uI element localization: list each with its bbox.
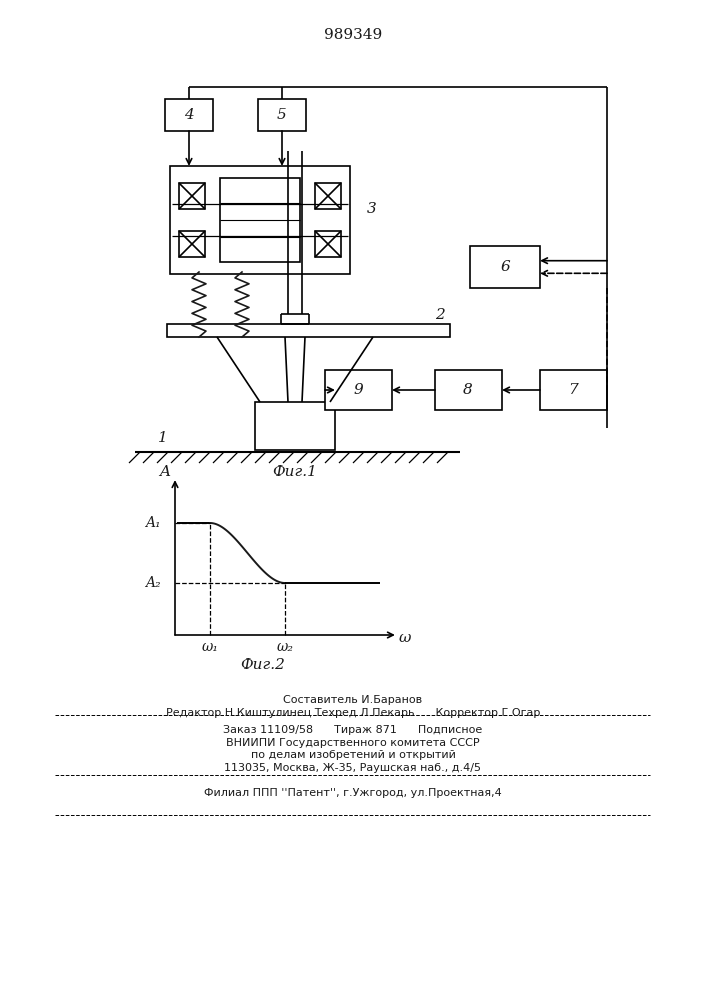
Text: Фиг.2: Фиг.2 xyxy=(240,658,286,672)
Text: 1: 1 xyxy=(158,431,168,445)
Text: ω₂: ω₂ xyxy=(276,640,293,654)
Text: 4: 4 xyxy=(184,108,194,122)
Bar xyxy=(470,246,540,288)
Text: A: A xyxy=(159,465,170,479)
Text: 8: 8 xyxy=(463,383,473,397)
Text: Составитель И.Баранов: Составитель И.Баранов xyxy=(284,695,423,705)
Text: Заказ 11109/58      Тираж 871      Подписное: Заказ 11109/58 Тираж 871 Подписное xyxy=(223,725,483,735)
Text: A₂: A₂ xyxy=(146,576,161,590)
Text: 113035, Москва, Ж-35, Раушская наб., д.4/5: 113035, Москва, Ж-35, Раушская наб., д.4… xyxy=(225,763,481,773)
Text: 5: 5 xyxy=(277,108,287,122)
Text: 7: 7 xyxy=(568,383,578,397)
Text: 3: 3 xyxy=(367,202,377,216)
Bar xyxy=(220,178,300,262)
Text: Редактор Н.Киштулинец Техред Л.Пекарь      Корректор Г.Огар: Редактор Н.Киштулинец Техред Л.Пекарь Ко… xyxy=(166,708,540,718)
Bar xyxy=(540,370,607,410)
Text: Фиг.1: Фиг.1 xyxy=(273,465,317,479)
Bar xyxy=(325,370,392,410)
Text: 6: 6 xyxy=(500,260,510,274)
Text: ВНИИПИ Государственного комитета СССР: ВНИИПИ Государственного комитета СССР xyxy=(226,738,480,748)
Text: 989349: 989349 xyxy=(324,28,382,42)
Bar xyxy=(167,324,450,337)
Text: A₁: A₁ xyxy=(146,516,161,530)
Bar xyxy=(435,370,502,410)
Bar xyxy=(170,166,350,274)
Bar xyxy=(258,99,306,131)
Text: Филиал ППП ''Патент'', г.Ужгород, ул.Проектная,4: Филиал ППП ''Патент'', г.Ужгород, ул.Про… xyxy=(204,788,502,798)
Text: ω₁: ω₁ xyxy=(201,640,218,654)
Text: ω: ω xyxy=(399,631,411,645)
Bar xyxy=(179,183,205,209)
Text: 2: 2 xyxy=(435,308,445,322)
Bar xyxy=(315,183,341,209)
Bar xyxy=(165,99,213,131)
Bar xyxy=(179,231,205,257)
Bar xyxy=(315,231,341,257)
Bar xyxy=(255,402,335,450)
Text: по делам изобретений и открытий: по делам изобретений и открытий xyxy=(250,750,455,760)
Text: 9: 9 xyxy=(353,383,363,397)
